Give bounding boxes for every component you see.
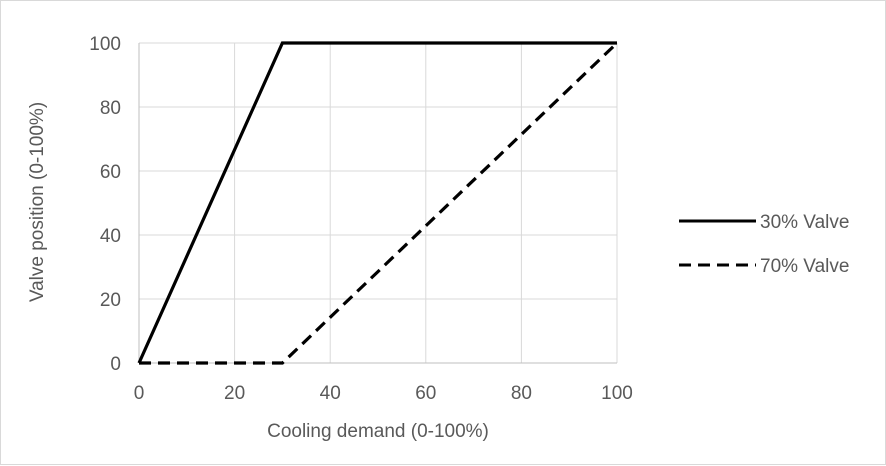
y-tick-label: 40 <box>100 226 121 247</box>
x-tick-label: 40 <box>320 383 341 404</box>
x-tick-label: 80 <box>511 383 532 404</box>
legend-label-30-valve: 30% Valve <box>760 212 849 233</box>
series-line-30-valve <box>137 41 617 364</box>
x-axis-title: Cooling demand (0-100%) <box>267 421 489 442</box>
y-tick-label: 80 <box>100 98 121 119</box>
tick-labels: 0 20 40 60 80 100 0 20 40 60 80 100 <box>89 34 633 404</box>
x-tick-label: 60 <box>415 383 436 404</box>
plot-series <box>137 41 619 365</box>
y-axis-title: Valve position (0-100%) <box>27 102 48 302</box>
y-tick-label: 100 <box>89 34 121 55</box>
series-line-70-valve <box>139 41 619 365</box>
y-tick-label: 20 <box>100 290 121 311</box>
legend-label-70-valve: 70% Valve <box>760 256 849 277</box>
x-tick-label: 100 <box>601 383 633 404</box>
x-tick-label: 0 <box>134 383 145 404</box>
y-tick-label: 60 <box>100 162 121 183</box>
x-tick-label: 20 <box>224 383 245 404</box>
y-tick-label: 0 <box>110 354 121 375</box>
legend: 30% Valve 70% Valve <box>679 212 849 277</box>
